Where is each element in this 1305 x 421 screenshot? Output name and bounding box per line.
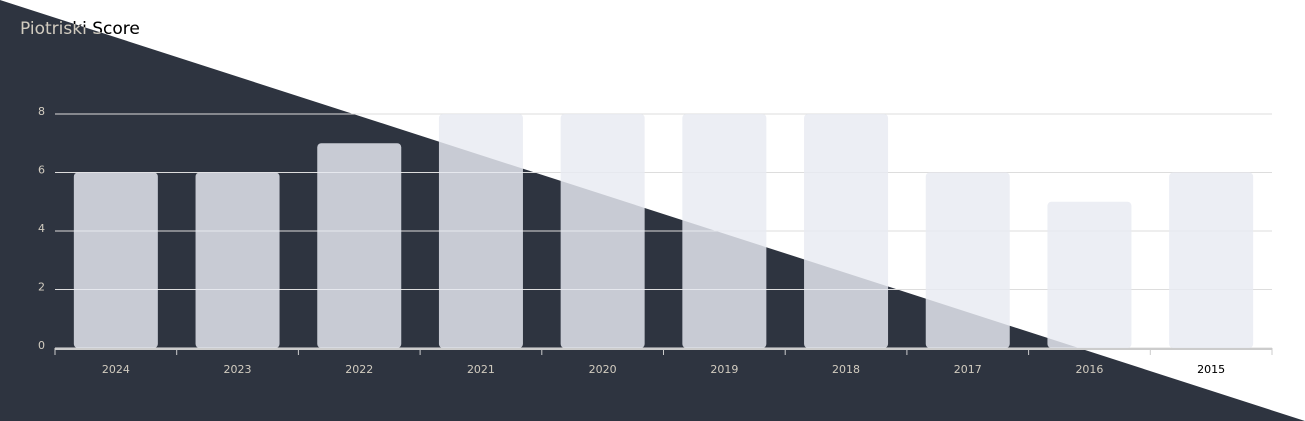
x-tick-label: 2015	[1197, 363, 1225, 376]
bar	[1169, 172, 1254, 348]
bar	[925, 172, 1010, 348]
bar	[1047, 201, 1132, 348]
x-tick-label: 2018	[832, 363, 860, 376]
x-tick-label: 2021	[467, 363, 495, 376]
bar	[317, 143, 402, 348]
x-tick-label: 2017	[954, 363, 982, 376]
bar	[73, 172, 158, 348]
y-tick-label: 8	[38, 105, 45, 118]
y-tick-label: 2	[38, 281, 45, 294]
x-tick-label: 2020	[589, 363, 617, 376]
labels: Piotriski Score 0 2 4 6 8 2024 2023 2022 2021 202…	[20, 19, 1225, 376]
x-tick-label: 2023	[224, 363, 252, 376]
y-tick-label: 4	[38, 222, 45, 235]
bar	[438, 114, 523, 348]
bar	[804, 114, 889, 348]
chart-title: Piotriski Score	[20, 19, 140, 39]
bar	[195, 172, 280, 348]
x-tick-label: 2016	[1075, 363, 1103, 376]
bar	[560, 114, 645, 348]
x-tick-label: 2022	[345, 363, 373, 376]
x-tick-label: 2024	[102, 363, 130, 376]
y-tick-label: 6	[38, 164, 45, 177]
x-tick-label: 2019	[710, 363, 738, 376]
y-tick-label: 0	[38, 339, 45, 352]
bars	[73, 114, 1254, 348]
bar	[682, 114, 767, 348]
